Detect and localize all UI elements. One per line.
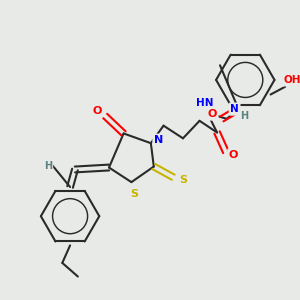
Text: OH: OH	[283, 75, 300, 85]
Text: H: H	[240, 111, 248, 121]
Text: N: N	[230, 104, 239, 114]
Text: O: O	[229, 150, 238, 160]
Text: N: N	[154, 135, 163, 145]
Text: S: S	[130, 189, 138, 199]
Text: H: H	[44, 160, 52, 171]
Text: O: O	[208, 109, 217, 119]
Text: HN: HN	[196, 98, 213, 108]
Text: O: O	[93, 106, 102, 116]
Text: S: S	[179, 175, 187, 185]
